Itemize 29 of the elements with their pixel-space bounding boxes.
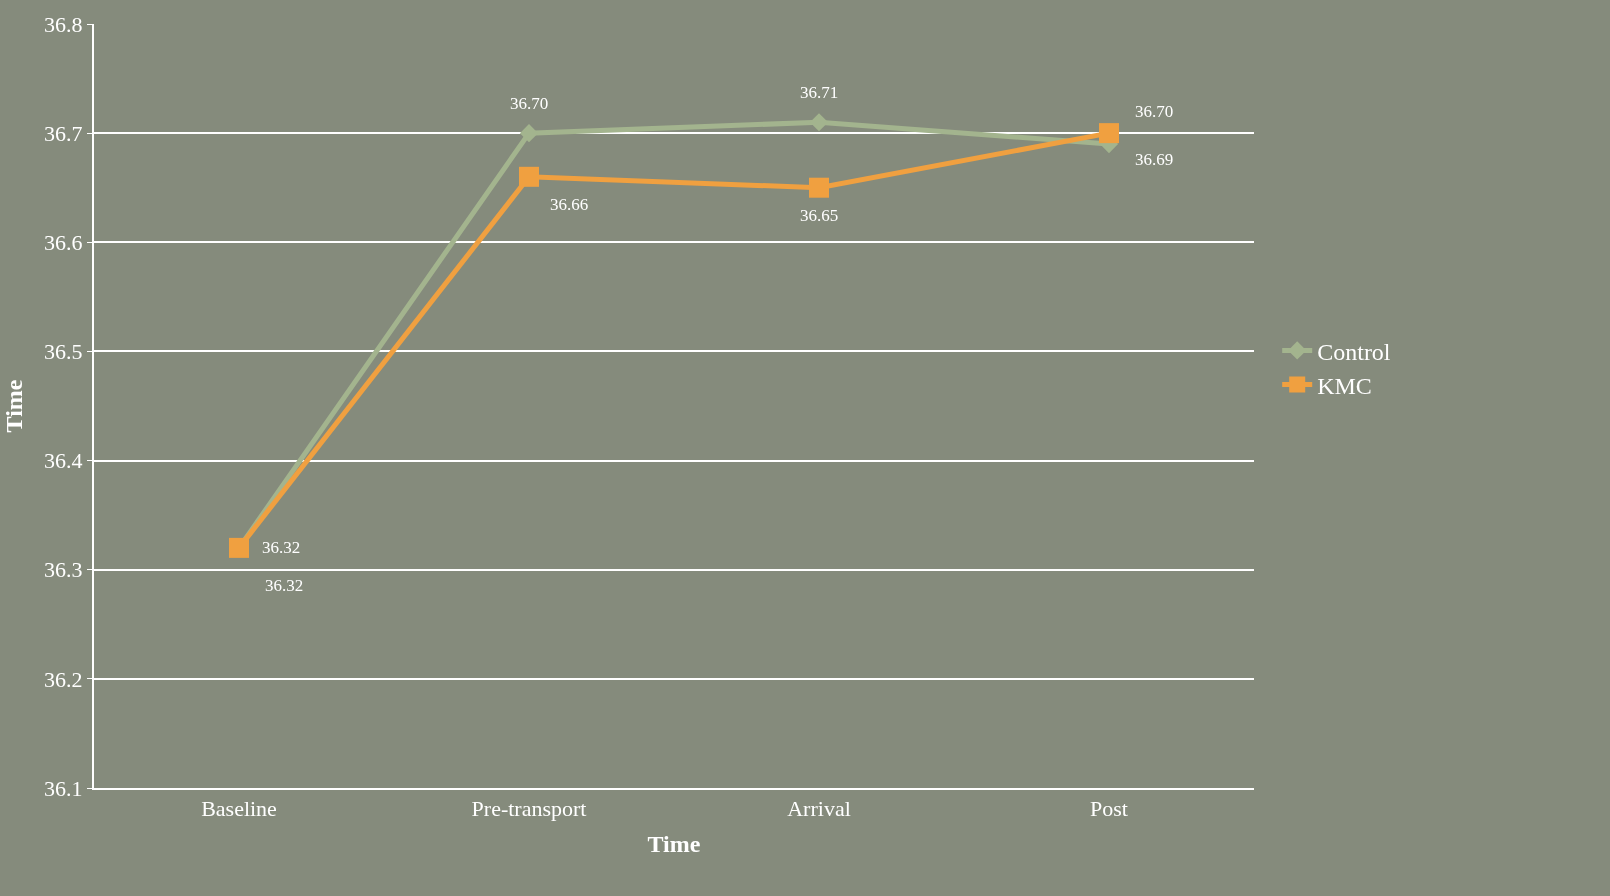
legend-label: Control <box>1317 338 1391 365</box>
point <box>1099 123 1119 144</box>
x-tick-label: Arrival <box>787 796 851 822</box>
x-axis-title: Time <box>647 831 701 858</box>
point <box>809 177 829 198</box>
y-tick-label: 36.8 <box>44 11 83 37</box>
data-label: 36.32 <box>265 576 304 595</box>
y-tick-label: 36.5 <box>44 339 83 365</box>
y-tick-label: 36.6 <box>44 229 83 255</box>
y-axis-title: Time <box>0 379 27 433</box>
data-label: 36.70 <box>510 94 549 113</box>
data-label: 36.69 <box>1135 150 1174 169</box>
data-label: 36.71 <box>800 83 839 102</box>
data-label: 36.32 <box>262 538 301 557</box>
y-tick-label: 36.2 <box>44 666 83 692</box>
data-label: 36.70 <box>1135 102 1174 121</box>
point <box>519 124 539 143</box>
point <box>519 166 539 187</box>
x-tick-label: Post <box>1090 796 1128 822</box>
point <box>809 113 829 132</box>
legend-label: KMC <box>1317 372 1372 399</box>
y-tick-label: 36.3 <box>44 557 83 583</box>
y-tick-label: 36.1 <box>44 775 83 801</box>
data-label: 36.65 <box>800 206 839 225</box>
data-label: 36.66 <box>550 195 589 214</box>
y-tick-label: 36.7 <box>44 120 83 146</box>
y-tick-label: 36.4 <box>44 448 83 474</box>
x-tick-label: Baseline <box>201 796 277 822</box>
x-tick-label: Pre-transport <box>471 796 587 822</box>
